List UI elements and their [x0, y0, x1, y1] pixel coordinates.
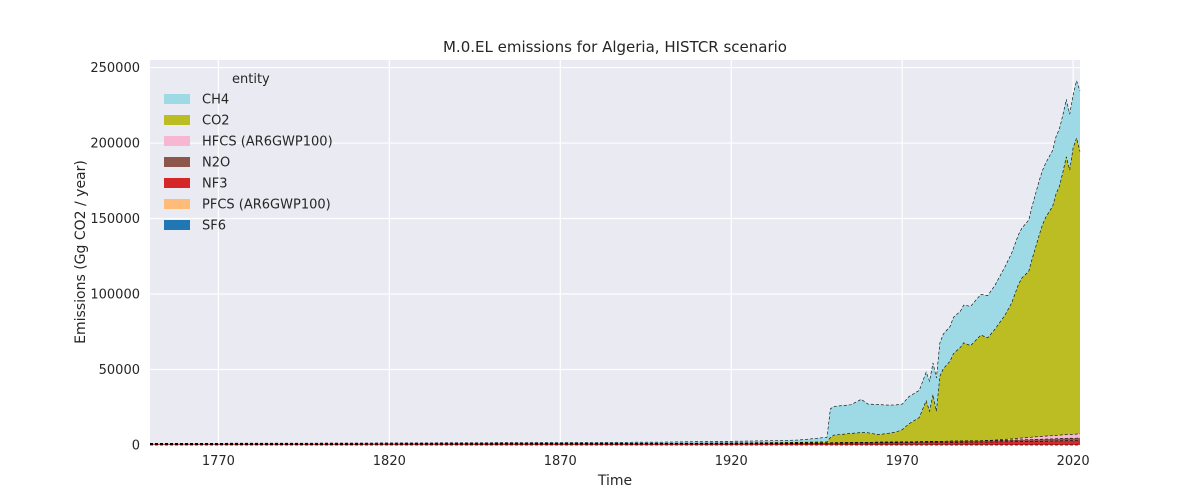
y-axis-ticks: 0 50000 100000 150000 200000 250000 — [90, 61, 140, 453]
x-tick-label: 1870 — [544, 454, 577, 469]
area-nf3 — [150, 440, 1080, 445]
x-tick-label: 1970 — [886, 454, 919, 469]
y-tick-label: 100000 — [90, 288, 140, 303]
legend-swatch-co2 — [164, 115, 190, 125]
outline-nf3 — [149, 440, 1081, 445]
legend-swatch-ch4 — [164, 94, 190, 104]
legend-swatch-n2o — [164, 157, 190, 167]
outline-co2 — [149, 137, 1081, 445]
y-tick-label: 150000 — [90, 212, 140, 227]
x-tick-label: 1920 — [715, 454, 748, 469]
x-tick-label: 2020 — [1057, 454, 1090, 469]
legend-label-n2o: N2O — [202, 156, 230, 171]
y-tick-label: 250000 — [90, 61, 140, 76]
y-tick-label: 0 — [132, 439, 140, 454]
legend-label-pfcs-ar6gwp100: PFCS (AR6GWP100) — [202, 198, 331, 213]
legend-swatch-hfcs-ar6gwp100 — [164, 136, 190, 146]
x-tick-label: 1820 — [373, 454, 406, 469]
x-tick-label: 1770 — [202, 454, 235, 469]
legend: entity CH4 CO2 HFCS (AR6GWP100) N2O NF3 PFCS … — [164, 72, 333, 234]
y-tick-label: 50000 — [99, 363, 140, 378]
outline-ch4 — [149, 79, 1081, 444]
y-axis-label: Emissions (Gg CO2 / year) — [73, 160, 89, 344]
legend-title: entity — [232, 72, 270, 87]
series-outlines — [149, 79, 1081, 446]
x-axis-ticks: 1770 1820 1870 1920 1970 2020 — [202, 454, 1090, 469]
legend-swatch-pfcs-ar6gwp100 — [164, 199, 190, 209]
legend-label-ch4: CH4 — [202, 93, 229, 108]
legend-label-co2: CO2 — [202, 114, 230, 129]
y-tick-label: 200000 — [90, 137, 140, 152]
legend-label-nf3: NF3 — [202, 177, 227, 192]
outline-hfcs-ar6gwp100 — [149, 433, 1081, 445]
legend-swatch-sf6 — [164, 220, 190, 230]
x-axis-label: Time — [597, 473, 632, 489]
legend-label-hfcs-ar6gwp100: HFCS (AR6GWP100) — [202, 135, 333, 150]
area-co2 — [150, 138, 1080, 444]
chart-title: M.0.EL emissions for Algeria, HISTCR sce… — [443, 38, 787, 56]
legend-swatch-nf3 — [164, 178, 190, 188]
legend-label-sf6: SF6 — [202, 219, 226, 234]
